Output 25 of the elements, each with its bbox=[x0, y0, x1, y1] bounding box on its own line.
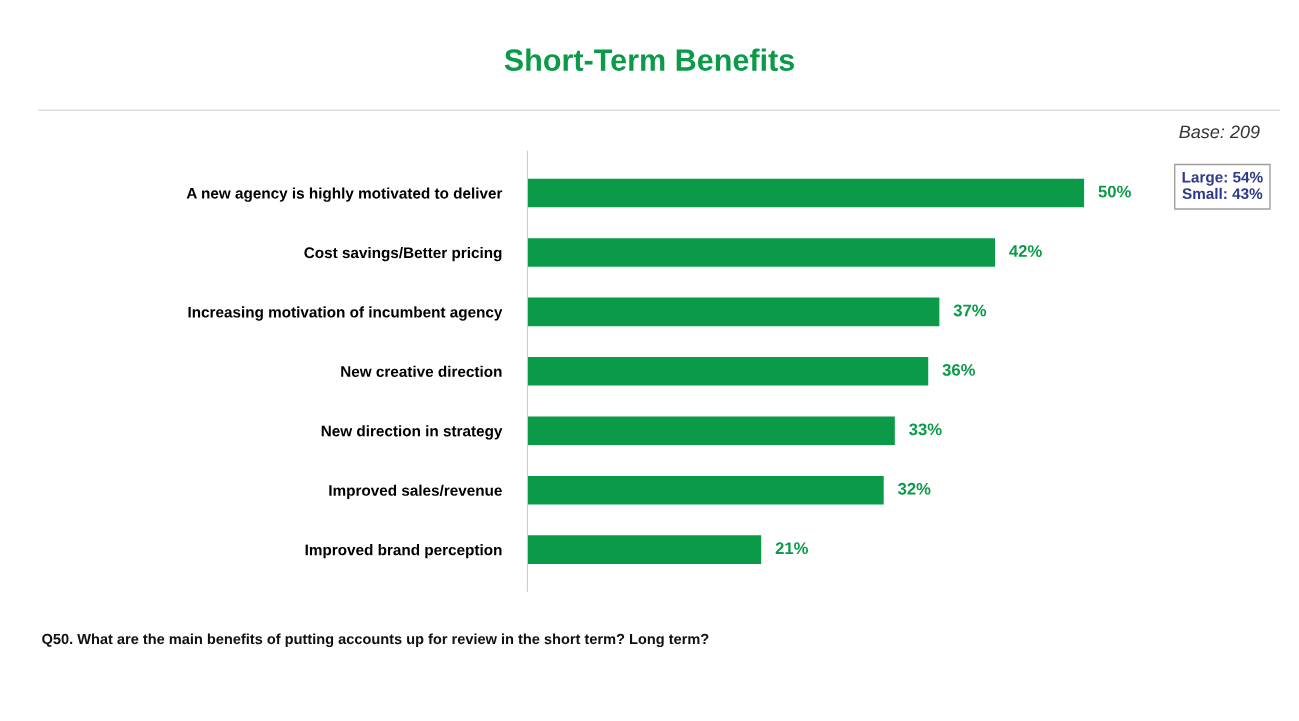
y-tick-label: Increasing motivation of incumbent agency bbox=[188, 306, 503, 321]
y-tick-label: New creative direction bbox=[341, 365, 502, 377]
data-label: 37% bbox=[953, 304, 987, 317]
data-label: 50% bbox=[1098, 185, 1131, 198]
chart-title: Short-Term Benefits bbox=[504, 48, 794, 71]
y-tick-label: A new agency is highly motivated to deliver bbox=[186, 187, 503, 202]
text: Base: 209 bbox=[1179, 125, 1260, 139]
bar bbox=[527, 238, 996, 267]
y-tick-label: Improved sales/revenue bbox=[329, 484, 502, 499]
y-tick-label: Cost savings/Better pricing bbox=[304, 246, 502, 262]
data-label: 21% bbox=[775, 542, 809, 555]
text: Large: 54% Small: 43% bbox=[1182, 171, 1263, 200]
bar bbox=[527, 535, 762, 564]
data-label: 32% bbox=[897, 482, 931, 495]
y-tick-label: Improved brand perception bbox=[305, 544, 502, 559]
data-label: 33% bbox=[909, 423, 942, 436]
bar bbox=[527, 297, 940, 327]
bar bbox=[527, 178, 1085, 208]
bar bbox=[527, 475, 884, 505]
data-label: 36% bbox=[942, 363, 976, 376]
bar bbox=[527, 357, 929, 386]
y-tick-label: New direction in strategy bbox=[321, 425, 503, 440]
text: Q50. What are the main benefits of putting accounts up for review in the short term? Long term? bbox=[42, 633, 709, 648]
data-label: 42% bbox=[1009, 245, 1042, 257]
bar bbox=[527, 416, 895, 446]
